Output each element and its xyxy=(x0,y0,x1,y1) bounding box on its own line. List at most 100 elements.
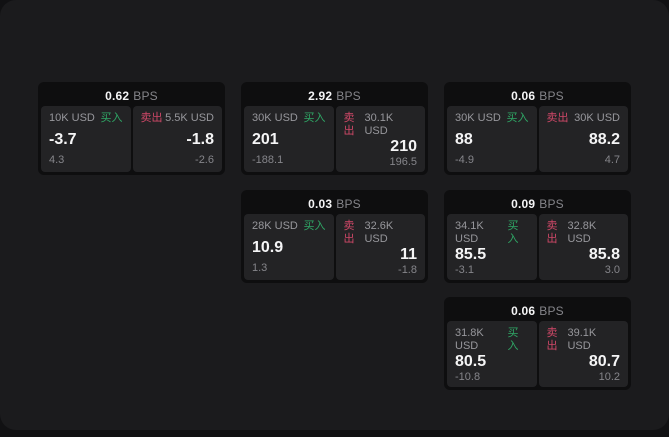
sell-amount: 30K USD xyxy=(574,112,620,124)
sell-sub-value: 10.2 xyxy=(598,371,620,383)
sell-tag: 卖出 xyxy=(546,220,558,245)
sell-tag: 卖出 xyxy=(546,112,569,124)
bps-unit-label: BPS xyxy=(336,196,361,211)
bps-value: 0.09 xyxy=(511,196,536,211)
quote-card[interactable]: 2.92 BPS 30K USD 买入 201 -188.1 卖出 30.1K … xyxy=(241,82,428,175)
quote-sides: 30K USD 买入 201 -188.1 卖出 30.1K USD 210 1… xyxy=(244,106,425,172)
buy-sub-value: -188.1 xyxy=(252,154,284,166)
bps-header: 0.06 BPS xyxy=(447,85,628,106)
buy-amount: 30K USD xyxy=(455,112,501,124)
bps-value: 0.03 xyxy=(308,196,333,211)
buy-value: 201 xyxy=(252,130,279,148)
sell-value: 80.7 xyxy=(588,353,620,370)
sell-panel[interactable]: 卖出 5.5K USD -1.8 -2.6 xyxy=(132,106,222,172)
bps-value: 0.06 xyxy=(511,88,536,103)
sell-amount: 32.8K USD xyxy=(567,220,597,245)
buy-tag: 买入 xyxy=(506,112,529,124)
bps-header: 0.03 BPS xyxy=(244,193,425,214)
buy-top-row: 10K USD 买入 xyxy=(49,112,123,125)
sell-value: 88.2 xyxy=(588,130,620,148)
buy-panel[interactable]: 28K USD 买入 10.9 1.3 xyxy=(244,214,334,280)
bps-header: 2.92 BPS xyxy=(244,85,425,106)
sell-value: 85.8 xyxy=(588,246,620,263)
sell-tag: 卖出 xyxy=(546,327,558,352)
buy-amount: 34.1K USD xyxy=(455,220,484,245)
quote-card[interactable]: 0.06 BPS 30K USD 买入 88 -4.9 卖出 30K USD 8… xyxy=(444,82,631,175)
buy-sub-value: 1.3 xyxy=(252,262,268,274)
sell-sub-value: -1.8 xyxy=(398,264,417,276)
sell-top-row: 卖出 32.8K USD xyxy=(547,220,621,246)
sell-top-row: 卖出 32.6K USD xyxy=(344,220,418,246)
bps-header: 0.06 BPS xyxy=(447,300,628,321)
buy-value: 80.5 xyxy=(455,353,487,370)
buy-sub-value: -10.8 xyxy=(455,371,481,383)
buy-panel[interactable]: 31.8K USD 买入 80.5 -10.8 xyxy=(447,321,537,387)
sell-top-row: 卖出 30K USD xyxy=(547,112,621,125)
sell-sub-value: 196.5 xyxy=(389,156,417,168)
buy-panel[interactable]: 34.1K USD 买入 85.5 -3.1 xyxy=(447,214,537,280)
buy-value: -3.7 xyxy=(49,130,77,148)
quote-sides: 31.8K USD 买入 80.5 -10.8 卖出 39.1K USD 80.… xyxy=(447,321,628,387)
buy-panel[interactable]: 30K USD 买入 88 -4.9 xyxy=(447,106,537,172)
buy-tag: 买入 xyxy=(303,112,326,124)
sell-amount: 39.1K USD xyxy=(567,327,597,352)
quote-sides: 28K USD 买入 10.9 1.3 卖出 32.6K USD 11 -1.8 xyxy=(244,214,425,280)
sell-tag: 卖出 xyxy=(343,112,355,137)
buy-top-row: 30K USD 买入 xyxy=(455,112,529,125)
sell-panel[interactable]: 卖出 39.1K USD 80.7 10.2 xyxy=(538,321,628,387)
bps-unit-label: BPS xyxy=(336,88,361,103)
buy-top-row: 30K USD 买入 xyxy=(252,112,326,125)
sell-amount: 30.1K USD xyxy=(364,112,394,137)
bps-value: 0.06 xyxy=(511,303,536,318)
buy-tag: 买入 xyxy=(100,112,123,124)
quote-card[interactable]: 0.03 BPS 28K USD 买入 10.9 1.3 卖出 32.6K US… xyxy=(241,190,428,283)
bps-unit-label: BPS xyxy=(539,196,564,211)
buy-top-row: 31.8K USD 买入 xyxy=(455,327,529,353)
bps-unit-label: BPS xyxy=(539,88,564,103)
sell-tag: 卖出 xyxy=(140,112,163,124)
sell-value: -1.8 xyxy=(186,130,214,148)
sell-top-row: 卖出 5.5K USD xyxy=(141,112,215,125)
buy-tag: 买入 xyxy=(507,327,519,352)
quote-sides: 10K USD 买入 -3.7 4.3 卖出 5.5K USD -1.8 -2.… xyxy=(41,106,222,172)
buy-sub-value: -4.9 xyxy=(455,154,474,166)
bps-value: 2.92 xyxy=(308,88,333,103)
sell-tag: 卖出 xyxy=(343,220,355,245)
bps-header: 0.62 BPS xyxy=(41,85,222,106)
buy-amount: 10K USD xyxy=(49,112,95,124)
sell-sub-value: 3.0 xyxy=(604,264,620,276)
buy-sub-value: 4.3 xyxy=(49,154,65,166)
buy-value: 85.5 xyxy=(455,246,487,263)
sell-sub-value: -2.6 xyxy=(195,154,214,166)
sell-panel[interactable]: 卖出 32.8K USD 85.8 3.0 xyxy=(538,214,628,280)
buy-amount: 31.8K USD xyxy=(455,327,484,352)
buy-top-row: 28K USD 买入 xyxy=(252,220,326,233)
sell-amount: 5.5K USD xyxy=(165,112,214,124)
buy-panel[interactable]: 10K USD 买入 -3.7 4.3 xyxy=(41,106,131,172)
buy-panel[interactable]: 30K USD 买入 201 -188.1 xyxy=(244,106,334,172)
bps-unit-label: BPS xyxy=(539,303,564,318)
sell-sub-value: 4.7 xyxy=(604,154,620,166)
sell-value: 11 xyxy=(400,246,417,263)
quote-card[interactable]: 0.06 BPS 31.8K USD 买入 80.5 -10.8 卖出 39.1… xyxy=(444,297,631,390)
buy-tag: 买入 xyxy=(507,220,519,245)
sell-top-row: 卖出 30.1K USD xyxy=(344,112,418,138)
quote-sides: 34.1K USD 买入 85.5 -3.1 卖出 32.8K USD 85.8… xyxy=(447,214,628,280)
buy-amount: 28K USD xyxy=(252,220,298,232)
buy-sub-value: -3.1 xyxy=(455,264,474,276)
buy-amount: 30K USD xyxy=(252,112,298,124)
sell-panel[interactable]: 卖出 30K USD 88.2 4.7 xyxy=(538,106,628,172)
quote-card[interactable]: 0.62 BPS 10K USD 买入 -3.7 4.3 卖出 5.5K USD… xyxy=(38,82,225,175)
bps-unit-label: BPS xyxy=(133,88,158,103)
sell-panel[interactable]: 卖出 32.6K USD 11 -1.8 xyxy=(335,214,425,280)
sell-value: 210 xyxy=(390,138,417,155)
sell-amount: 32.6K USD xyxy=(364,220,394,245)
quote-sides: 30K USD 买入 88 -4.9 卖出 30K USD 88.2 4.7 xyxy=(447,106,628,172)
bps-header: 0.09 BPS xyxy=(447,193,628,214)
bps-value: 0.62 xyxy=(105,88,130,103)
quote-card[interactable]: 0.09 BPS 34.1K USD 买入 85.5 -3.1 卖出 32.8K… xyxy=(444,190,631,283)
buy-top-row: 34.1K USD 买入 xyxy=(455,220,529,246)
sell-top-row: 卖出 39.1K USD xyxy=(547,327,621,353)
sell-panel[interactable]: 卖出 30.1K USD 210 196.5 xyxy=(335,106,425,172)
